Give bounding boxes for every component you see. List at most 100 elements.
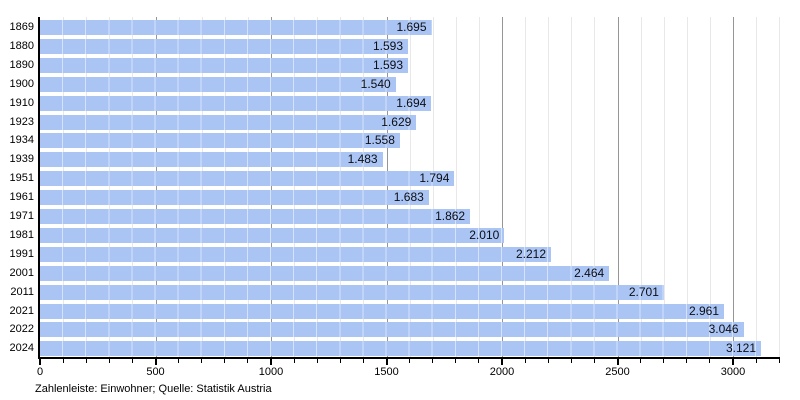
- gridline-minor: [709, 17, 711, 357]
- year-label: 1923: [9, 115, 34, 128]
- tick-major: [732, 359, 734, 365]
- bar: 1.794: [40, 171, 455, 187]
- bar: 2.464: [40, 265, 610, 281]
- tick-major: [616, 359, 619, 365]
- tick-label: 2000: [489, 366, 515, 378]
- gridline-minor: [478, 17, 480, 357]
- tick-minor: [524, 359, 526, 363]
- tick-minor: [686, 359, 688, 363]
- bar-value-label: 1.794: [419, 171, 450, 186]
- tick-label: 1500: [374, 366, 399, 378]
- year-label: 1981: [9, 228, 34, 241]
- gridline-minor: [455, 17, 457, 357]
- tick-minor: [316, 359, 318, 363]
- bar-value-label: 1.629: [381, 114, 412, 129]
- bar: 1.629: [40, 114, 417, 130]
- gridline-minor: [432, 17, 434, 357]
- tick-minor: [339, 359, 341, 363]
- bar: 1.695: [40, 20, 432, 35]
- tick-minor: [755, 359, 757, 363]
- gridline-minor: [340, 17, 342, 357]
- gridline-minor: [571, 17, 573, 357]
- year-label: 1971: [9, 210, 34, 222]
- gridline-minor: [640, 17, 642, 357]
- tick-minor: [362, 359, 364, 363]
- tick-minor: [640, 359, 642, 363]
- year-label: 2024: [9, 342, 34, 355]
- bar-value-label: 2.701: [628, 284, 659, 299]
- year-label: 2021: [9, 304, 34, 317]
- gridline-minor: [294, 17, 296, 357]
- gridline-minor: [109, 17, 111, 357]
- gridline-minor: [86, 17, 88, 357]
- tick-minor: [547, 359, 549, 363]
- gridline-minor: [409, 17, 411, 357]
- gridline-major: [386, 17, 388, 357]
- bar-value-label: 2.961: [688, 303, 719, 318]
- tick-label: 1000: [258, 366, 284, 378]
- gridline-minor: [178, 17, 180, 357]
- tick-minor: [108, 359, 110, 363]
- gridline-minor: [224, 17, 226, 357]
- bar-value-label: 1.694: [396, 95, 427, 110]
- year-label: 1869: [9, 21, 34, 33]
- tick-minor: [409, 359, 411, 363]
- gridline-major: [155, 17, 157, 357]
- bar: 1.593: [40, 38, 408, 54]
- year-label: 1961: [9, 191, 34, 204]
- bar-value-label: 1.593: [372, 38, 403, 53]
- tick-minor: [570, 359, 572, 363]
- gridline-minor: [132, 17, 134, 357]
- tick-major: [154, 359, 157, 365]
- tick-major: [39, 359, 41, 365]
- gridline-major: [733, 17, 734, 357]
- bar: 1.683: [40, 190, 429, 206]
- year-label: 2011: [10, 285, 34, 298]
- bar: 2.212: [40, 246, 551, 262]
- gridline-minor: [686, 17, 688, 357]
- tick-minor: [709, 359, 711, 363]
- tick-label: 0: [36, 366, 44, 378]
- bar: 3.046: [40, 322, 744, 338]
- tick-minor: [201, 359, 203, 363]
- gridline-minor: [548, 17, 550, 357]
- year-label: 1910: [9, 96, 34, 109]
- bar-value-label: 1.483: [347, 152, 378, 167]
- tick-minor: [455, 359, 457, 363]
- year-label: 1934: [9, 134, 34, 147]
- bar-value-label: 1.593: [372, 57, 403, 72]
- year-label: 1890: [9, 58, 34, 71]
- gridline-minor: [663, 17, 665, 357]
- bar: 1.558: [40, 133, 400, 149]
- tick-minor: [224, 359, 226, 363]
- bar: 2.701: [40, 284, 664, 300]
- tick-minor: [663, 359, 665, 363]
- bar: 1.862: [40, 209, 471, 224]
- bar: 3.121: [40, 341, 761, 357]
- bar-value-label: 1.558: [364, 133, 395, 148]
- chart-caption: Zahlenleiste: Einwohner; Quelle: Statist…: [35, 383, 272, 395]
- tick-minor: [778, 359, 780, 363]
- bar: 1.483: [40, 152, 383, 168]
- tick-minor: [432, 359, 434, 363]
- tick-minor: [247, 359, 249, 363]
- bar-value-label: 1.862: [435, 209, 466, 223]
- bar-value-label: 2.464: [574, 265, 605, 280]
- year-label: 1991: [9, 247, 34, 260]
- gridline-major: [271, 17, 272, 357]
- x-axis-line: [38, 357, 780, 359]
- tick-minor: [62, 359, 64, 363]
- bar-value-label: 1.683: [393, 190, 424, 205]
- bar-value-label: 2.010: [469, 227, 500, 242]
- year-label: 1951: [9, 172, 34, 185]
- gridline-major: [502, 17, 503, 357]
- bar: 2.961: [40, 303, 724, 319]
- tick-label: 3000: [720, 366, 746, 378]
- tick-minor: [478, 359, 480, 363]
- bar: 2.010: [40, 227, 505, 243]
- tick-minor: [178, 359, 180, 363]
- tick-minor: [131, 359, 133, 363]
- year-label: 1900: [9, 77, 34, 90]
- gridline-minor: [247, 17, 249, 357]
